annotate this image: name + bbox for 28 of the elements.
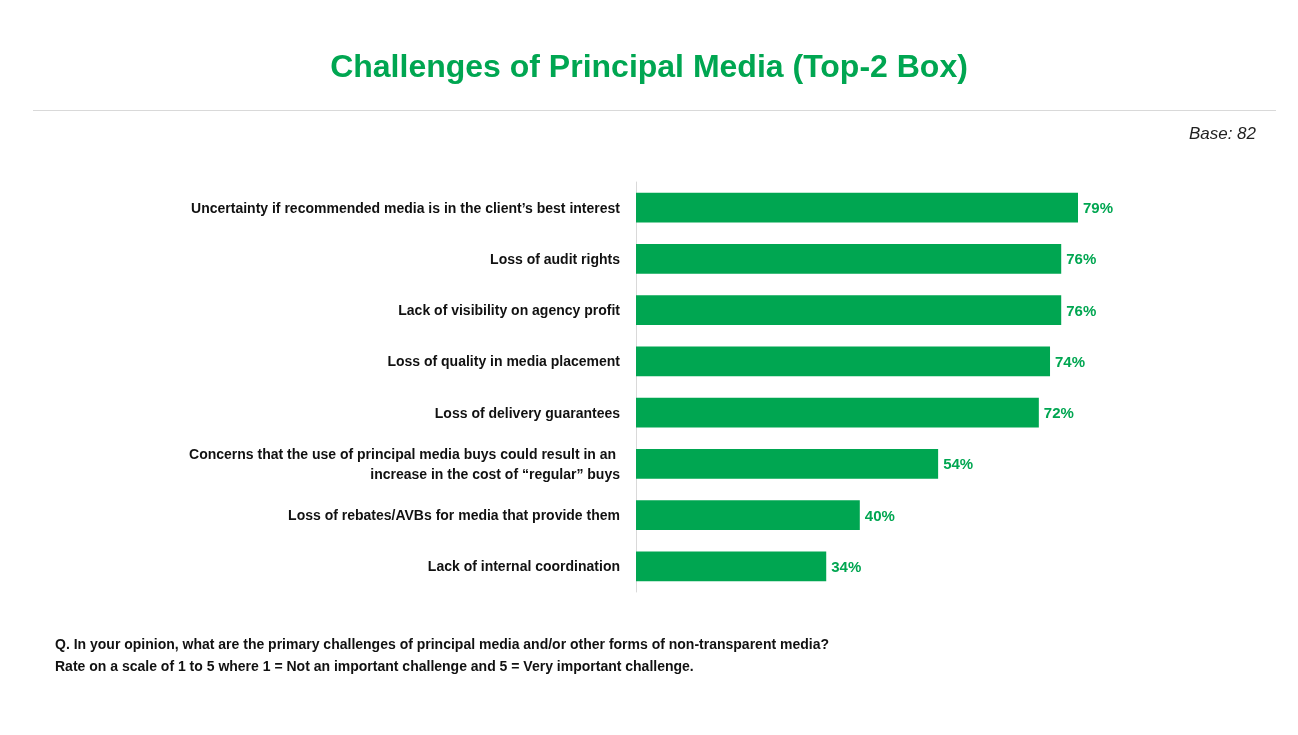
data-label: 54% bbox=[943, 455, 974, 473]
bar bbox=[636, 346, 1051, 377]
bar bbox=[636, 192, 1078, 223]
y-tick-label: Lack of visibility on agency profit bbox=[398, 302, 621, 319]
data-label: 34% bbox=[831, 557, 862, 575]
y-tick-label: Concerns that the use of principal media buys could result in an increase in the cost of “regular” buys bbox=[189, 445, 621, 482]
text: Q. In your opinion, what are the primary challenges of principal media and/or other forms of non-transparent media? bbox=[55, 636, 830, 652]
bar bbox=[636, 500, 860, 530]
y-tick-label: Loss of audit rights bbox=[490, 250, 621, 267]
y-tick-label: Uncertainty if recommended media is in the client’s best interest bbox=[191, 199, 621, 216]
bar bbox=[636, 295, 1062, 325]
y-tick-label: Lack of internal coordination bbox=[427, 558, 620, 575]
y-tick-label: Loss of quality in media placement bbox=[387, 353, 621, 370]
data-label: 40% bbox=[864, 506, 895, 524]
bar bbox=[636, 449, 939, 479]
y-tick-label: Loss of delivery guarantees bbox=[434, 404, 621, 421]
data-label: 76% bbox=[1066, 250, 1097, 268]
data-label: 72% bbox=[1043, 404, 1074, 422]
bar bbox=[636, 551, 827, 582]
chart-title: Challenges of Principal Media (Top-2 Box) bbox=[329, 48, 969, 85]
data-label: 76% bbox=[1066, 301, 1097, 319]
data-label: 74% bbox=[1055, 352, 1086, 370]
bar bbox=[636, 397, 1039, 428]
y-tick-label: Loss of rebates/AVBs for media that provide them bbox=[288, 507, 620, 524]
bar bbox=[636, 244, 1062, 274]
text: Base: 82 bbox=[1188, 124, 1256, 144]
text: Rate on a scale of 1 to 5 where 1 = Not an important challenge and 5 = Very important challenge. bbox=[55, 658, 694, 674]
data-label: 79% bbox=[1083, 199, 1114, 217]
